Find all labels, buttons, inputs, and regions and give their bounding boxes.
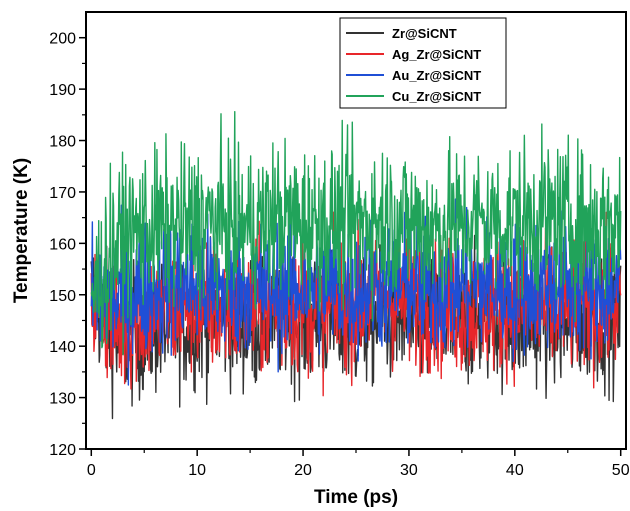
x-axis-title: Time (ps) [314,487,398,508]
y-tick-label: 140 [49,339,76,356]
x-axis-ticks: 0 10 20 30 40 50 [87,449,630,479]
x-tick-label: 30 [400,462,418,479]
legend-label: Cu_Zr@SiCNT [392,89,481,104]
y-tick-label: 130 [49,391,76,408]
y-tick-label: 190 [49,82,76,99]
y-tick-label: 160 [49,236,76,253]
legend-label: Zr@SiCNT [392,26,457,41]
x-tick-label: 40 [506,462,524,479]
x-tick-label: 20 [294,462,312,479]
y-axis-ticks: 120 130 140 150 160 170 180 190 200 [49,31,86,459]
series-traces [90,110,622,420]
x-tick-label: 10 [188,462,206,479]
y-tick-label: 170 [49,185,76,202]
x-tick-label: 50 [612,462,630,479]
legend-label: Au_Zr@SiCNT [392,68,481,83]
x-tick-label: 0 [87,462,96,479]
series-line [90,110,622,356]
y-tick-label: 200 [49,31,76,48]
y-tick-label: 180 [49,134,76,151]
y-axis-title: Temperature (K) [11,158,32,303]
y-tick-label: 150 [49,288,76,305]
legend-label: Ag_Zr@SiCNT [392,47,481,62]
legend: Zr@SiCNT Ag_Zr@SiCNT Au_Zr@SiCNT Cu_Zr@SiCN… [339,17,507,109]
y-tick-label: 120 [49,442,76,459]
series-line [90,196,622,386]
